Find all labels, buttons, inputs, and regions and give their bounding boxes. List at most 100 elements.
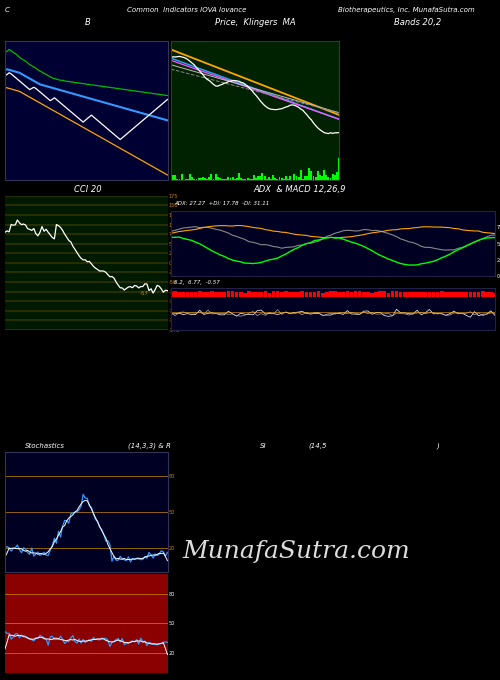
Bar: [242, 179, 244, 180]
Text: Common  Indicators IOVA Iovance: Common Indicators IOVA Iovance: [126, 7, 246, 12]
Bar: [236, 178, 238, 180]
Bar: [296, 175, 298, 180]
Bar: [472, 292, 476, 296]
Bar: [378, 291, 382, 296]
Bar: [194, 292, 198, 296]
Bar: [314, 177, 316, 180]
Text: (14,5: (14,5: [309, 443, 328, 449]
Bar: [296, 292, 300, 296]
Bar: [336, 172, 338, 180]
Bar: [294, 174, 296, 180]
Bar: [325, 292, 328, 296]
Text: -57: -57: [140, 291, 149, 296]
Bar: [217, 177, 218, 180]
Bar: [192, 177, 193, 180]
Bar: [321, 176, 323, 180]
Bar: [264, 176, 266, 180]
Bar: [312, 292, 316, 296]
Bar: [182, 292, 185, 296]
Bar: [342, 292, 345, 296]
Bar: [319, 175, 321, 180]
Bar: [334, 175, 336, 180]
Bar: [266, 179, 268, 180]
Bar: [440, 292, 444, 296]
Bar: [204, 178, 206, 180]
Bar: [238, 173, 240, 180]
Bar: [306, 176, 308, 180]
Bar: [289, 176, 291, 180]
Text: Biotherapeutics, Inc. MunafaSutra.com: Biotherapeutics, Inc. MunafaSutra.com: [338, 7, 475, 12]
Bar: [362, 292, 366, 296]
Bar: [262, 173, 264, 180]
Bar: [280, 178, 282, 180]
Text: Bands 20,2: Bands 20,2: [394, 18, 441, 27]
Bar: [424, 292, 427, 296]
Bar: [187, 179, 189, 180]
Bar: [321, 292, 324, 296]
Bar: [257, 176, 259, 180]
Bar: [382, 292, 386, 296]
Text: SI: SI: [260, 443, 266, 449]
Bar: [243, 292, 246, 296]
Bar: [481, 291, 484, 296]
Bar: [436, 292, 440, 296]
Bar: [338, 158, 340, 180]
Text: CCI 20: CCI 20: [74, 185, 102, 194]
Bar: [234, 179, 235, 180]
Bar: [477, 292, 480, 296]
Bar: [288, 292, 292, 296]
Bar: [272, 291, 276, 296]
Bar: [374, 292, 378, 296]
Bar: [485, 292, 488, 296]
Bar: [403, 292, 406, 296]
Bar: [285, 176, 287, 180]
Bar: [268, 177, 270, 180]
Bar: [493, 293, 497, 296]
Bar: [328, 177, 330, 180]
Bar: [326, 175, 327, 180]
Bar: [189, 174, 191, 180]
Bar: [235, 292, 238, 296]
Text: C: C: [5, 7, 10, 12]
Bar: [214, 292, 218, 296]
Bar: [444, 292, 448, 296]
Text: ADX: 27.27  +DI: 17.78  -DI: 31.11: ADX: 27.27 +DI: 17.78 -DI: 31.11: [174, 201, 270, 206]
Bar: [292, 292, 296, 296]
Bar: [260, 176, 262, 180]
Bar: [247, 291, 250, 296]
Bar: [284, 291, 288, 296]
Bar: [239, 292, 242, 296]
Bar: [317, 291, 320, 296]
Bar: [176, 179, 178, 180]
Bar: [411, 292, 415, 296]
Bar: [246, 178, 248, 180]
Bar: [174, 175, 176, 180]
Bar: [332, 174, 334, 180]
Bar: [308, 168, 310, 180]
Bar: [287, 179, 289, 180]
Bar: [260, 292, 263, 296]
Bar: [276, 179, 278, 180]
Bar: [448, 292, 452, 296]
Bar: [253, 175, 255, 180]
Bar: [407, 292, 410, 296]
Bar: [280, 292, 283, 296]
Bar: [394, 291, 398, 296]
Text: (14,3,3) & R: (14,3,3) & R: [128, 443, 170, 449]
Bar: [202, 177, 204, 180]
Bar: [219, 178, 221, 180]
Bar: [169, 292, 173, 296]
Bar: [226, 291, 230, 296]
Text: ): ): [436, 443, 439, 449]
Bar: [346, 291, 349, 296]
Bar: [228, 177, 230, 180]
Text: B: B: [84, 18, 90, 27]
Bar: [317, 171, 318, 180]
Bar: [210, 291, 214, 296]
Bar: [338, 292, 341, 296]
Bar: [218, 292, 222, 296]
Bar: [232, 177, 234, 180]
Bar: [170, 174, 172, 180]
Text: 6.2,  6.77,  -0.57: 6.2, 6.77, -0.57: [174, 280, 220, 285]
Bar: [190, 292, 194, 296]
